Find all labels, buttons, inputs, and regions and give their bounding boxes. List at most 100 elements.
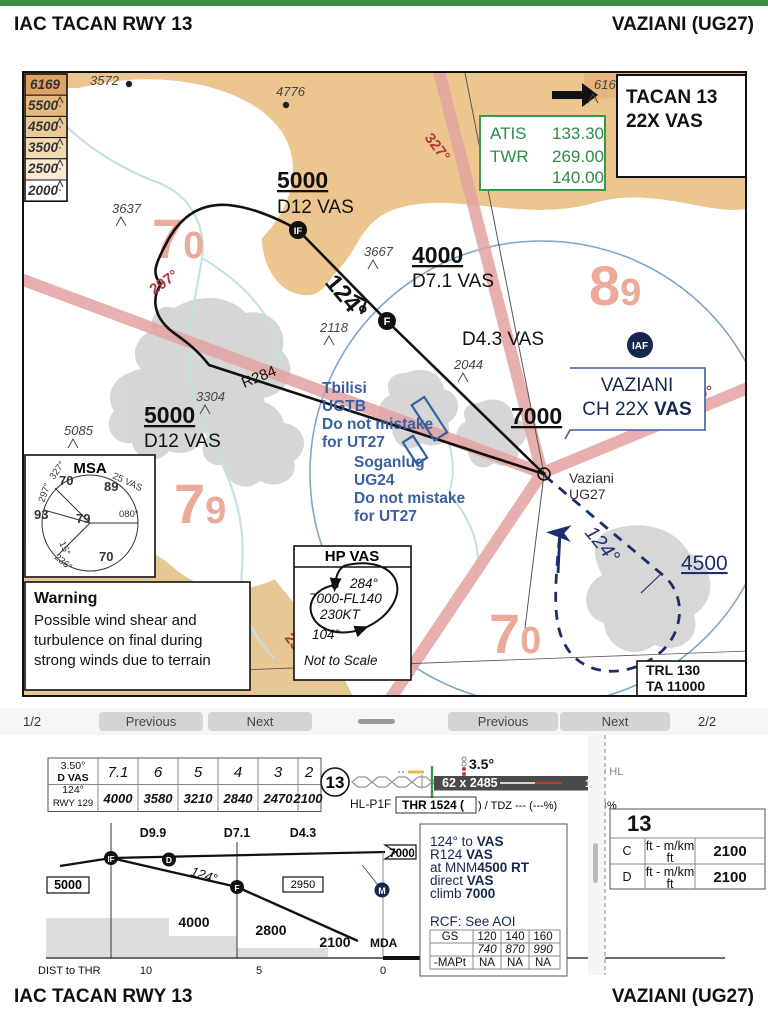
svg-text:3500: 3500: [28, 140, 59, 155]
svg-text:for UT27: for UT27: [322, 434, 385, 451]
svg-text:RWY 129: RWY 129: [53, 798, 93, 809]
svg-text:13: 13: [326, 773, 345, 792]
svg-text:2: 2: [304, 764, 314, 781]
svg-text:Do not mistake: Do not mistake: [354, 490, 465, 507]
svg-text:7.1: 7.1: [108, 764, 129, 781]
svg-text:7000: 7000: [389, 848, 415, 860]
svg-text:7000: 7000: [511, 403, 562, 429]
svg-text:62 x 2485: 62 x 2485: [442, 776, 498, 790]
svg-text:2470: 2470: [263, 791, 294, 806]
svg-text:10: 10: [140, 965, 152, 977]
svg-text:IF: IF: [107, 855, 114, 864]
svg-text:NA: NA: [507, 957, 523, 969]
svg-text:TA 11000: TA 11000: [646, 678, 705, 694]
svg-text:DIST to THR: DIST to THR: [38, 965, 101, 977]
svg-text:269.00: 269.00: [552, 147, 604, 166]
svg-text:7000-FL140: 7000-FL140: [309, 591, 382, 606]
svg-text:F: F: [384, 316, 391, 328]
svg-text:13: 13: [627, 811, 651, 836]
svg-text:5: 5: [194, 764, 203, 781]
svg-text:C: C: [622, 844, 631, 858]
svg-text:124°: 124°: [62, 784, 84, 796]
svg-text:4000: 4000: [412, 242, 463, 268]
svg-text:080°: 080°: [119, 509, 139, 520]
svg-text:turbulence on final during: turbulence on final during: [34, 632, 202, 649]
svg-text:4: 4: [234, 764, 242, 781]
svg-text:89: 89: [589, 254, 641, 317]
svg-text:2100: 2100: [713, 869, 746, 886]
svg-text:THR 1524 (: THR 1524 (: [402, 798, 464, 812]
svg-text:NA: NA: [535, 957, 551, 969]
svg-text:D12 VAS: D12 VAS: [144, 431, 221, 452]
svg-text:strong winds due to terrain: strong winds due to terrain: [34, 652, 211, 669]
svg-text:GS: GS: [442, 931, 459, 943]
svg-text:UGTB: UGTB: [322, 398, 366, 415]
svg-text:2800: 2800: [255, 922, 286, 938]
svg-text:3580: 3580: [144, 791, 174, 806]
svg-text:D7.1: D7.1: [224, 826, 250, 840]
svg-text:D9.9: D9.9: [140, 826, 166, 840]
svg-text:D: D: [166, 855, 172, 865]
svg-text:230KT: 230KT: [319, 607, 362, 622]
svg-text:2044: 2044: [453, 357, 483, 372]
svg-text:Possible wind shear and: Possible wind shear and: [34, 612, 197, 629]
svg-text:ft: ft: [667, 851, 674, 865]
svg-text:5000: 5000: [54, 878, 82, 892]
svg-text:3637: 3637: [112, 201, 142, 216]
svg-text:VAZIANI: VAZIANI: [601, 375, 674, 396]
svg-text:140: 140: [505, 931, 524, 943]
svg-text:3304: 3304: [196, 389, 225, 404]
svg-text:D: D: [622, 870, 631, 884]
svg-text:MSA: MSA: [73, 460, 107, 477]
svg-text:NA: NA: [479, 957, 495, 969]
svg-text:D7.1 VAS: D7.1 VAS: [412, 271, 494, 292]
svg-text:6169: 6169: [30, 77, 61, 92]
svg-text:D VAS: D VAS: [57, 772, 88, 784]
svg-text:M: M: [378, 886, 386, 896]
svg-text:3: 3: [274, 764, 283, 781]
svg-text:4000: 4000: [103, 791, 134, 806]
svg-text:TACAN 13: TACAN 13: [626, 87, 718, 108]
svg-text:5: 5: [256, 965, 262, 977]
svg-text:MDA: MDA: [370, 936, 398, 950]
svg-text:UG27: UG27: [569, 486, 606, 502]
svg-text:2100: 2100: [293, 791, 324, 806]
svg-text:0: 0: [380, 965, 386, 977]
svg-text:CH 22X VAS: CH 22X VAS: [582, 399, 691, 420]
svg-text:2000: 2000: [27, 183, 59, 198]
svg-text:) / TDZ --- (---%): ) / TDZ --- (---%): [478, 800, 557, 812]
svg-text:Do not mistake: Do not mistake: [322, 416, 433, 433]
svg-text:D12 VAS: D12 VAS: [277, 197, 354, 218]
svg-text:740: 740: [477, 944, 497, 956]
svg-text:Tbilisi: Tbilisi: [322, 380, 367, 397]
svg-text:79: 79: [76, 511, 90, 526]
svg-text:124°: 124°: [189, 864, 219, 887]
svg-text:TRL 130: TRL 130: [646, 662, 700, 678]
svg-text:120: 120: [477, 931, 496, 943]
svg-text:22X VAS: 22X VAS: [626, 111, 703, 132]
svg-text:Vaziani: Vaziani: [569, 470, 614, 486]
svg-text:UG24: UG24: [354, 472, 395, 489]
svg-text:990: 990: [533, 944, 553, 956]
svg-text:160: 160: [533, 931, 552, 943]
svg-text:D4.3 VAS: D4.3 VAS: [462, 329, 544, 350]
svg-text:4500: 4500: [681, 552, 728, 575]
svg-text:870: 870: [505, 944, 525, 956]
svg-text:3210: 3210: [184, 791, 214, 806]
svg-text:4000: 4000: [178, 914, 209, 930]
svg-text:2840: 2840: [223, 791, 254, 806]
svg-text:IF: IF: [294, 226, 303, 237]
svg-text:4500: 4500: [27, 119, 59, 134]
svg-text:93: 93: [34, 507, 48, 522]
svg-text:3.50°: 3.50°: [61, 760, 86, 772]
svg-text:for UT27: for UT27: [354, 508, 417, 525]
svg-text:Not to Scale: Not to Scale: [304, 653, 378, 668]
svg-text:4776: 4776: [276, 84, 306, 99]
svg-text:5000: 5000: [277, 167, 328, 193]
svg-text:284°: 284°: [349, 576, 379, 591]
svg-text:ATIS: ATIS: [490, 124, 527, 143]
svg-text:133.30: 133.30: [552, 124, 604, 143]
svg-text:2500: 2500: [27, 161, 59, 176]
svg-text:F: F: [234, 883, 239, 893]
svg-text:104°: 104°: [312, 627, 341, 642]
